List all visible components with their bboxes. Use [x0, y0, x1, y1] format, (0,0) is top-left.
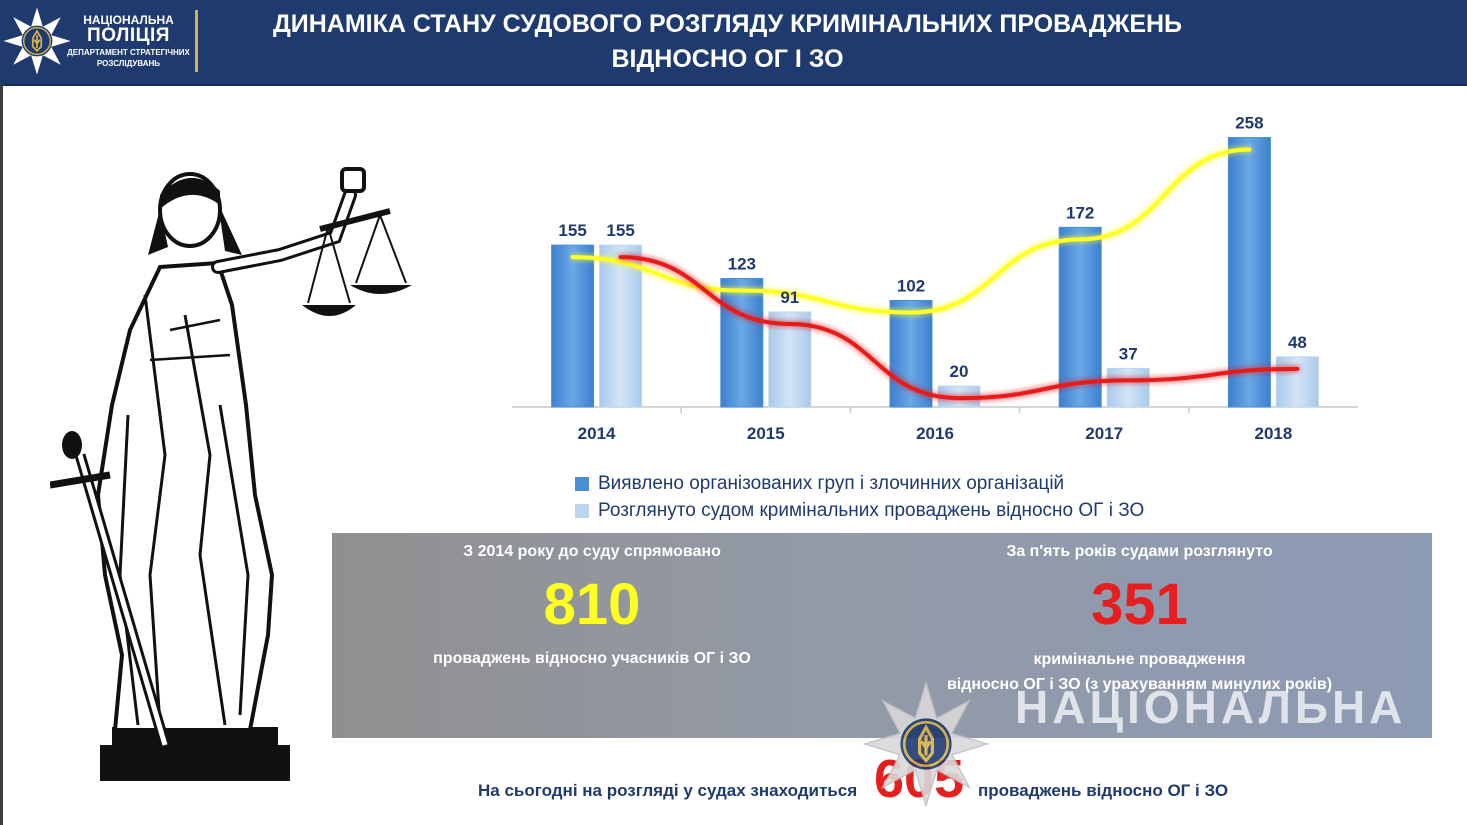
bar-reviewed-2015 — [768, 311, 812, 408]
page-title-line2: ВІДНОСНО ОГ І ЗО — [611, 45, 844, 73]
header-bar: НАЦІОНАЛЬНА ПОЛІЦІЯ ДЕПАРТАМЕНТ СТРАТЕГІ… — [0, 0, 1467, 86]
data-label: 37 — [1119, 344, 1138, 363]
x-tick-label: 2014 — [578, 424, 616, 443]
sent-to-court-subtitle: проваджень відносно учасників ОГ і ЗО — [433, 650, 751, 667]
data-label: 48 — [1288, 333, 1307, 352]
legend-swatch-detected — [575, 476, 589, 491]
legend-item-reviewed: Розглянуто судом кримінальних проваджень… — [575, 497, 1144, 524]
trend-line-reviewed — [618, 255, 1300, 401]
bar-detected-2015 — [720, 278, 764, 408]
legend-label-detected: Виявлено організованих груп і злочинних … — [598, 472, 1065, 494]
data-label: 155 — [558, 221, 586, 240]
watermark-text: НАЦІОНАЛЬНА — [1015, 681, 1407, 733]
police-star-logo-icon — [3, 7, 71, 75]
sent-to-court-caption: З 2014 року до суду спрямовано — [463, 543, 721, 560]
data-label: 91 — [780, 288, 799, 307]
lady-justice-icon — [50, 167, 412, 781]
footer-text-right: проваджень відносно ОГ і ЗО — [978, 781, 1229, 800]
bar-chart: 2014 155 155 2015 123 91 2016 102 20 2017 172 37 201… — [512, 114, 1358, 443]
summary-panel: З 2014 року до суду спрямовано 810 прова… — [332, 533, 1432, 738]
logo-text-line3: ДЕПАРТАМЕНТ СТРАТЕГІЧНИХ — [67, 48, 190, 57]
police-star-watermark-icon — [862, 680, 990, 808]
reviewed-caption: За п'ять років судами розглянуто — [1006, 543, 1273, 560]
legend-label-reviewed: Розглянуто судом кримінальних проваджень… — [598, 499, 1145, 521]
content-left-border — [0, 84, 3, 825]
bar-detected-2014 — [551, 244, 595, 408]
x-tick-label: 2015 — [747, 424, 785, 443]
reviewed-number: 351 — [1091, 572, 1188, 637]
bar-detected-2016 — [889, 299, 933, 408]
bar-reviewed-2014 — [599, 244, 643, 408]
x-tick-label: 2018 — [1254, 424, 1292, 443]
legend-swatch-reviewed — [575, 503, 589, 518]
x-tick-label: 2016 — [916, 424, 954, 443]
logo-text-line1: НАЦІОНАЛЬНА — [83, 13, 174, 27]
logo-text-line4: РОЗСЛІДУВАНЬ — [96, 59, 161, 68]
sent-to-court-number: 810 — [543, 572, 641, 637]
data-label: 172 — [1066, 203, 1094, 222]
data-label: 258 — [1235, 114, 1263, 133]
reviewed-subtitle-line1: кримінальне провадження — [1033, 651, 1246, 668]
chart-legend: Виявлено організованих груп і злочинних … — [575, 470, 1144, 524]
page-title-line1: ДИНАМІКА СТАНУ СУДОВОГО РОЗГЛЯДУ КРИМІНА… — [272, 10, 1183, 38]
data-label: 102 — [897, 276, 925, 295]
bar-detected-2017 — [1058, 226, 1102, 408]
data-label: 155 — [606, 221, 634, 240]
logo-divider — [195, 10, 198, 72]
trend-line-detected — [570, 147, 1252, 315]
bar-reviewed-2018 — [1275, 356, 1319, 408]
data-label: 20 — [950, 362, 969, 381]
x-tick-label: 2017 — [1085, 424, 1123, 443]
legend-item-detected: Виявлено організованих груп і злочинних … — [575, 470, 1144, 497]
bar-reviewed-2017 — [1106, 367, 1150, 408]
data-label: 123 — [728, 255, 756, 274]
reviewed-subtitle-line2: відносно ОГ і ЗО (з урахуванням минулих … — [946, 676, 1333, 693]
footer-text-left: На сьогодні на розгляді у судах знаходит… — [478, 781, 858, 800]
logo-text-line2: ПОЛІЦІЯ — [87, 25, 170, 46]
bar-detected-2018 — [1227, 137, 1271, 408]
